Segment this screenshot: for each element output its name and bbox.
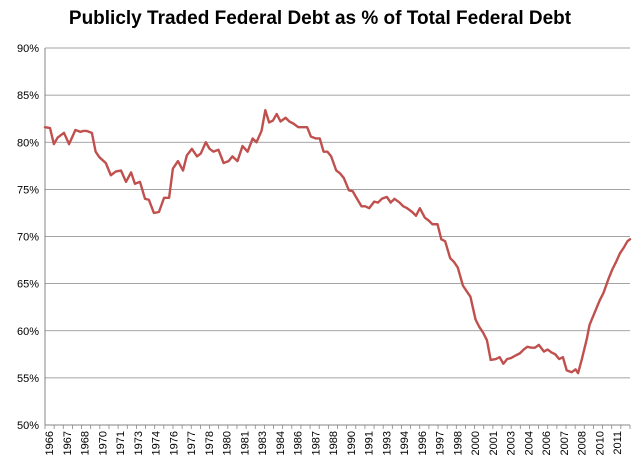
x-tick-label: 1970 (97, 431, 109, 455)
x-tick-label: 1978 (204, 431, 216, 455)
x-tick-label: 1976 (168, 431, 180, 455)
x-tick-label: 1994 (399, 431, 411, 455)
y-tick-label: 60% (17, 326, 39, 338)
y-tick-label: 75% (17, 184, 39, 196)
y-tick-label: 55% (17, 373, 39, 385)
x-tick-label: 1971 (115, 431, 127, 455)
gridlines (45, 47, 630, 379)
x-tick-label: 1996 (417, 431, 429, 455)
y-axis-tick-labels: 50% 55% 60% 65% 70% 75% 80% 85% 90% (17, 43, 39, 432)
x-tick-label: 2003 (506, 431, 518, 455)
x-tick-label: 1988 (328, 431, 340, 455)
x-tick-label: 2006 (541, 431, 553, 455)
y-tick-label: 50% (17, 420, 39, 432)
axes (44, 48, 631, 429)
chart-title: Publicly Traded Federal Debt as % of Tot… (68, 8, 572, 29)
x-tick-label: 1987 (310, 431, 322, 455)
x-tick-label: 2008 (577, 431, 589, 455)
x-tick-label: 1993 (381, 431, 393, 455)
y-tick-label: 90% (17, 43, 39, 55)
x-tick-label: 1997 (435, 431, 447, 455)
series-line (43, 109, 632, 375)
x-tick-label: 2011 (612, 431, 624, 455)
x-tick-label: 1966 (44, 431, 56, 455)
x-tick-label: 2001 (488, 431, 500, 455)
x-tick-label: 1968 (80, 431, 92, 455)
x-tick-label: 1974 (151, 431, 163, 455)
x-tick-label: 1980 (222, 431, 234, 455)
x-tick-label: 1986 (293, 431, 305, 455)
x-tick-label: 1977 (186, 431, 198, 455)
x-tick-label: 1983 (257, 431, 269, 455)
x-tick-label: 1967 (62, 431, 74, 455)
x-tick-label: 1973 (133, 431, 145, 455)
x-tick-label: 1984 (275, 431, 287, 455)
y-tick-label: 85% (17, 90, 39, 102)
x-tick-label: 1991 (364, 431, 376, 455)
x-tick-label: 1981 (239, 431, 251, 455)
x-tick-label: 2010 (594, 431, 606, 455)
x-tick-label: 1998 (452, 431, 464, 455)
x-tick-label: 2004 (523, 431, 535, 455)
y-tick-label: 80% (17, 137, 39, 149)
x-tick-label: 2000 (470, 431, 482, 455)
y-tick-label: 70% (17, 232, 39, 244)
x-axis-tick-labels: 1966 1967 1968 1970 1971 1973 1974 1976 1977 1978… (44, 431, 624, 455)
x-tick-label: 1990 (346, 431, 358, 455)
series-layer (43, 109, 632, 375)
y-tick-label: 65% (17, 279, 39, 291)
x-tick-label: 2007 (559, 431, 571, 455)
